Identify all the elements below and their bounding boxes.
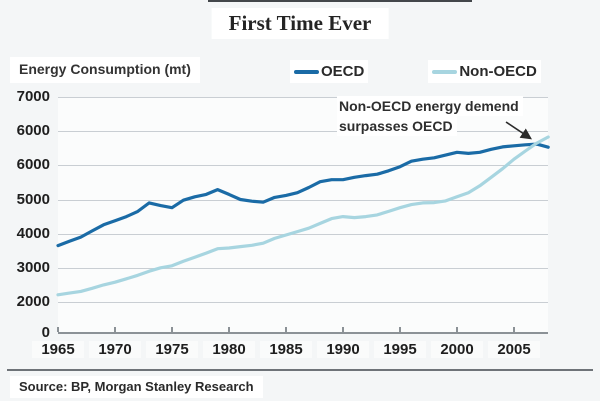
bottom-divider-line bbox=[7, 369, 593, 371]
x-tick-label: 1990 bbox=[317, 341, 369, 358]
x-axis-tick bbox=[342, 327, 344, 332]
x-axis-tick bbox=[399, 327, 401, 332]
annotation: Non-OECD energy demend surpasses OECD bbox=[337, 96, 523, 136]
title-box: First Time Ever bbox=[211, 8, 389, 39]
y-tick-label: 6000 bbox=[16, 156, 50, 174]
x-axis-tick bbox=[285, 327, 287, 332]
legend-label-oecd: OECD bbox=[321, 63, 365, 80]
x-tick-label: 1985 bbox=[260, 341, 312, 358]
x-axis-line bbox=[58, 332, 548, 334]
annotation-line-1: Non-OECD energy demend bbox=[337, 96, 523, 116]
y-tick-label: 4000 bbox=[16, 224, 50, 242]
x-tick-label: 1975 bbox=[146, 341, 198, 358]
page-title: First Time Ever bbox=[228, 11, 372, 35]
legend: OECD Non-OECD bbox=[290, 60, 541, 83]
non-oecd-line-swatch bbox=[432, 69, 458, 74]
y-tick-label: 3000 bbox=[16, 258, 50, 276]
x-tick-label: 1970 bbox=[89, 341, 141, 358]
x-tick-label: 1980 bbox=[203, 341, 255, 358]
y-tick-label: 5000 bbox=[16, 190, 50, 208]
x-axis-tick bbox=[171, 327, 173, 332]
x-axis-tick bbox=[57, 327, 59, 332]
y-tick-label: 2000 bbox=[16, 293, 50, 311]
x-axis-tick bbox=[456, 327, 458, 332]
legend-label-non-oecd: Non-OECD bbox=[459, 63, 537, 80]
legend-item-oecd: OECD bbox=[290, 60, 369, 83]
x-axis-tick bbox=[228, 327, 230, 332]
x-axis-tick bbox=[513, 327, 515, 332]
gridline bbox=[58, 267, 548, 269]
gridline bbox=[58, 165, 548, 167]
y-tick-label: 7000 bbox=[16, 88, 50, 105]
gridline bbox=[58, 97, 548, 98]
x-tick-label: 1965 bbox=[32, 341, 84, 358]
top-border-line bbox=[208, 0, 472, 2]
gridline bbox=[58, 199, 548, 201]
gridline bbox=[58, 233, 548, 235]
x-tick-label: 2000 bbox=[431, 341, 483, 358]
annotation-line-2: surpasses OECD bbox=[337, 116, 457, 136]
legend-item-non-oecd: Non-OECD bbox=[428, 60, 541, 83]
x-tick-label: 2005 bbox=[488, 341, 540, 358]
x-axis-tick bbox=[114, 327, 116, 332]
source-box: Source: BP, Morgan Stanley Research bbox=[10, 376, 263, 398]
gridline bbox=[58, 131, 548, 133]
gridline bbox=[58, 302, 548, 303]
y-axis-title-box: Energy Consumption (mt) bbox=[10, 57, 200, 83]
y-tick-label: 0 bbox=[41, 323, 50, 341]
y-tick-label: 6000 bbox=[16, 122, 50, 140]
y-axis-title: Energy Consumption (mt) bbox=[19, 61, 191, 77]
x-tick-label: 1995 bbox=[374, 341, 426, 358]
oecd-line-swatch bbox=[294, 69, 319, 74]
source-text: Source: BP, Morgan Stanley Research bbox=[19, 379, 254, 394]
